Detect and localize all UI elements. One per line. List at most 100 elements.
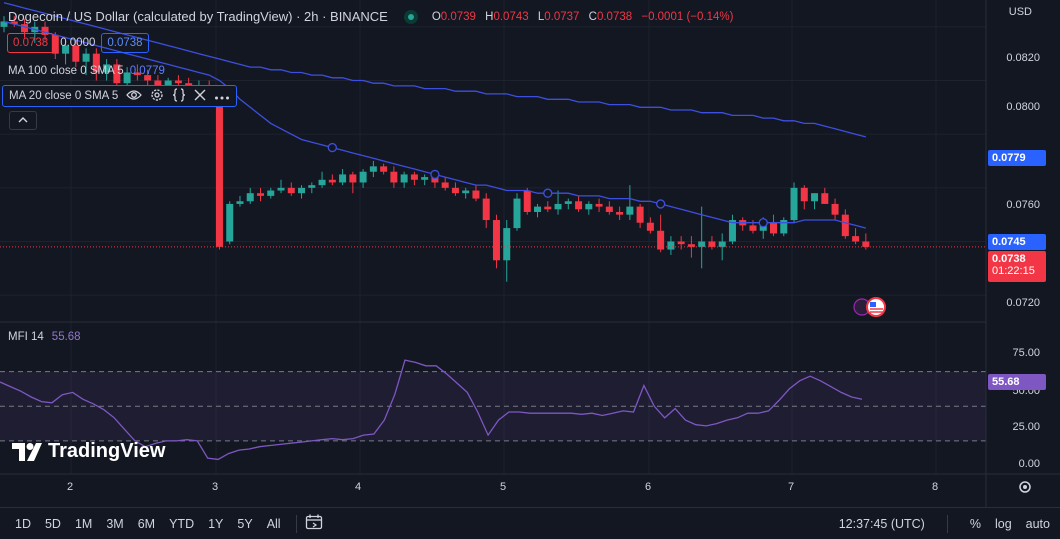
range-button[interactable]: 1D [15, 516, 31, 531]
candle-body [451, 187, 459, 194]
candle-body [800, 187, 808, 202]
ma100-legend[interactable]: MA 100 close 0 SMA 5 0.0779 [8, 65, 165, 77]
candle-body [236, 201, 244, 204]
candle-body [277, 187, 285, 191]
candle-body [749, 225, 757, 231]
log-scale-button[interactable]: log [994, 516, 1012, 531]
ohlc-readout: O0.0739 H0.0743 L0.0737 C0.0738 −0.0001 … [432, 11, 740, 23]
range-button[interactable]: All [266, 516, 281, 531]
candle-body [852, 236, 860, 242]
close-icon[interactable] [194, 89, 206, 104]
gear-icon[interactable] [150, 88, 164, 105]
candle-body [328, 179, 336, 183]
candle-body [72, 45, 80, 62]
candle-body [523, 190, 531, 212]
auto-scale-button[interactable]: auto [1025, 516, 1050, 531]
range-button[interactable]: YTD [169, 516, 195, 531]
candle-body [246, 193, 254, 202]
candle-body [564, 201, 572, 204]
range-button[interactable]: 5Y [237, 516, 253, 531]
candle-body [831, 203, 839, 215]
toolbar-divider [946, 514, 948, 533]
mfi-legend[interactable]: MFI 14 55.68 [8, 331, 81, 343]
candle-body [369, 166, 377, 172]
eye-icon[interactable] [126, 89, 143, 104]
source-code-icon[interactable] [172, 87, 186, 105]
utc-clock[interactable]: 12:37:45 (UTC) [838, 516, 925, 531]
ohlc-high-key: H [485, 10, 494, 23]
tradingview-logo-icon [12, 442, 42, 461]
ohlc-close: 0.0738 [596, 10, 633, 23]
ohlc-low: 0.0737 [544, 10, 580, 23]
candle-body [492, 220, 500, 261]
ma-markers [327, 142, 768, 228]
range-button[interactable]: 1M [74, 516, 93, 531]
candle-body [215, 88, 223, 247]
tradingview-logo[interactable]: TradingView [12, 440, 165, 463]
candle-body [318, 179, 326, 186]
ohlc-open: 0.0739 [440, 10, 476, 23]
price-tick: 0.0720 [1006, 297, 1040, 309]
candle-body [790, 187, 798, 221]
candle-body [421, 177, 429, 180]
candle-body [174, 80, 182, 84]
spread-value: 0.0000 [60, 37, 96, 49]
candle-body [410, 174, 418, 180]
candle-body [441, 182, 449, 188]
ma-marker [327, 142, 337, 153]
candle-body [605, 206, 613, 212]
price-tick: 0.0800 [1006, 101, 1040, 113]
buy-button[interactable]: 0.0738 [101, 33, 149, 53]
candle-body [677, 241, 685, 245]
symbol-title[interactable]: Dogecoin / US Dollar (calculated by Trad… [8, 9, 388, 24]
percent-scale-button[interactable]: % [969, 516, 981, 531]
range-button[interactable]: 3M [106, 516, 124, 531]
time-tick: 2 [67, 481, 74, 493]
candle-body [41, 26, 49, 35]
candle-body [595, 203, 603, 207]
go-to-date-icon[interactable] [305, 514, 323, 533]
ma100-value: 0.0779 [129, 65, 165, 77]
candle-body [10, 21, 18, 25]
mfi-value-tag: 55.68 [988, 374, 1046, 390]
toolbar-right: 12:37:45 (UTC) % log auto [838, 514, 1060, 533]
candle-body [133, 72, 141, 76]
ma100-price-tag: 0.0779 [988, 150, 1046, 166]
ma-marker [758, 218, 768, 228]
market-status-icon[interactable] [403, 9, 418, 24]
candle-body [770, 222, 777, 234]
range-button[interactable]: 5D [44, 516, 61, 531]
candle-body [708, 241, 716, 247]
time-tick: 5 [500, 481, 507, 493]
range-button[interactable]: 1Y [208, 516, 224, 531]
candle-body [298, 187, 306, 194]
event-icons[interactable] [853, 297, 886, 317]
candle-body [657, 230, 665, 250]
candles [0, 16, 870, 282]
bar-countdown: 01:22:15 [992, 265, 1035, 277]
candle-body [718, 241, 726, 247]
currency-label[interactable]: USD [1008, 6, 1032, 18]
candle-body [544, 206, 552, 210]
collapse-legend-button[interactable] [9, 111, 37, 130]
candle-body [698, 241, 706, 247]
candle-body [513, 198, 521, 229]
candle-body [103, 64, 111, 73]
ma20-label: MA 20 close 0 SMA 5 [9, 90, 119, 102]
candle-body [462, 190, 470, 194]
chart-canvas[interactable] [0, 0, 1060, 507]
candle-body [82, 53, 90, 62]
trade-prices: 0.0738 0.0000 0.0738 [7, 33, 149, 53]
candle-body [21, 24, 29, 33]
settings-gear-icon[interactable] [1019, 481, 1031, 493]
time-tick: 8 [932, 481, 939, 493]
candle-body [308, 185, 316, 188]
ohlc-close-key: C [588, 10, 597, 23]
time-tick: 4 [355, 481, 362, 493]
candle-body [339, 174, 347, 183]
mfi-value: 55.68 [51, 331, 81, 343]
more-icon[interactable] [214, 89, 230, 104]
sell-button[interactable]: 0.0738 [7, 33, 55, 53]
range-button[interactable]: 6M [137, 516, 156, 531]
ma20-legend[interactable]: MA 20 close 0 SMA 5 [2, 85, 238, 107]
